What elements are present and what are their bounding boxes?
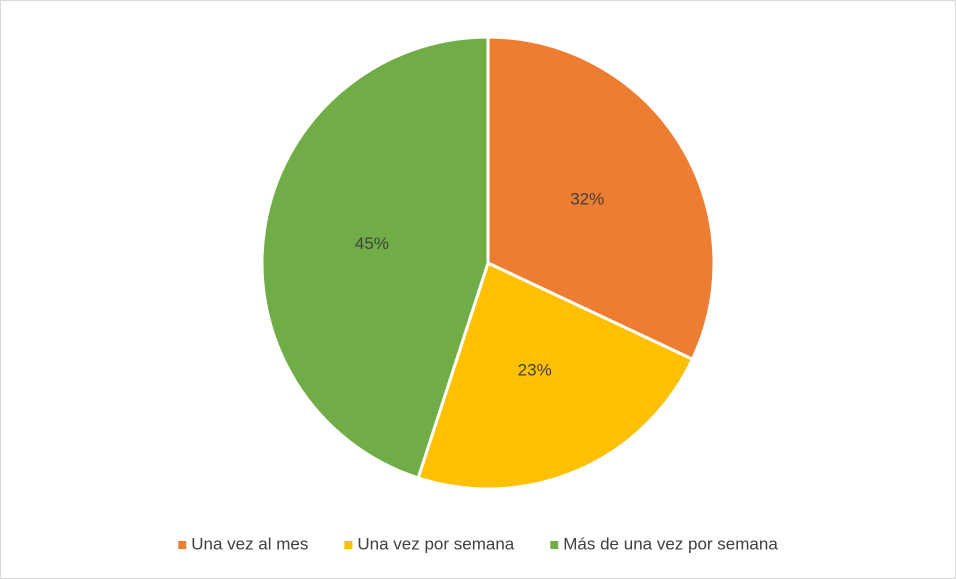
legend-swatch (344, 541, 353, 549)
data-label: 32% (570, 190, 604, 209)
pie-slice (260, 35, 490, 480)
data-label: 45% (355, 234, 389, 253)
legend-label: Una vez por semana (357, 534, 514, 553)
legend-label: Una vez al mes (191, 534, 308, 553)
data-label: 23% (518, 360, 552, 379)
legend-label: Más de una vez por semana (563, 534, 778, 553)
pie-slice (486, 35, 716, 362)
pie-slice (416, 260, 695, 491)
legend-swatch (550, 541, 559, 549)
legend-swatch (178, 541, 187, 549)
